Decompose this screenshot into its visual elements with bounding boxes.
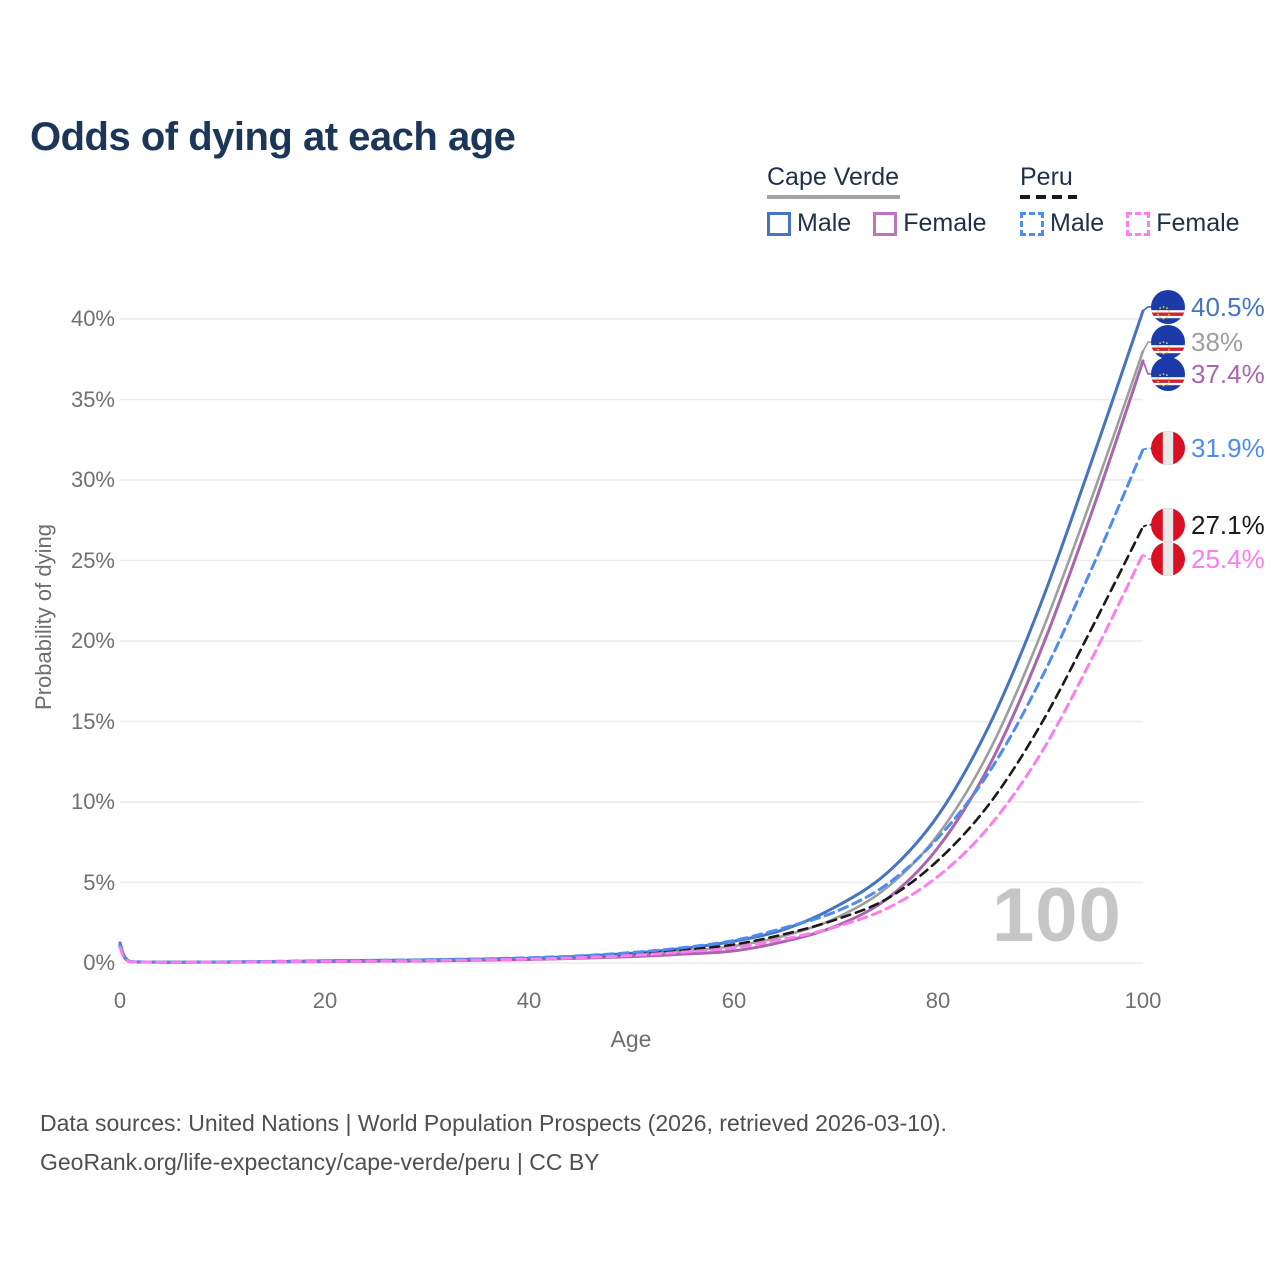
series-line-peru-both-sexes[interactable] [118, 525, 1145, 964]
y-tick-label: 15% [70, 709, 115, 734]
legend-underline-dashed-icon [1020, 195, 1077, 199]
x-tick-label: 60 [721, 988, 747, 1013]
end-label-peru-both-sexes: 27.1% [1151, 508, 1265, 542]
legend-swatch-solid-purple-icon [873, 211, 898, 236]
legend-country-peru[interactable]: Peru [1020, 163, 1073, 191]
y-tick-label: 25% [70, 548, 115, 573]
series-line-cape-verde-female[interactable] [118, 359, 1145, 964]
end-label-value: 27.1% [1191, 509, 1265, 540]
x-tick-label: 80 [925, 988, 951, 1013]
peru-flag-icon [1151, 508, 1185, 542]
end-label-cape-verde-both-sexes: 38% [1151, 325, 1243, 359]
legend-item-peru-male[interactable]: Male [1020, 209, 1104, 238]
footer-source-line: Data sources: United Nations | World Pop… [40, 1110, 947, 1136]
end-label-peru-male: 31.9% [1151, 431, 1265, 465]
x-axis-title: Age [610, 1026, 652, 1052]
cape-verde-flag-icon [1151, 325, 1185, 359]
page-title: Odds of dying at each age [30, 114, 516, 159]
legend-group-peru: Peru Male Female [1020, 163, 1240, 238]
legend-item-cape-verde-male[interactable]: Male [767, 209, 851, 238]
y-tick-label: 40% [70, 306, 115, 331]
age-watermark: 100 [992, 873, 1122, 958]
legend-country-cape-verde[interactable]: Cape Verde [767, 163, 900, 191]
legend-item-label: Male [797, 209, 852, 237]
legend-swatch-solid-blue-icon [767, 211, 791, 236]
y-tick-label: 0% [83, 950, 115, 975]
end-label-value: 38% [1191, 326, 1244, 357]
peru-flag-icon [1151, 542, 1185, 576]
end-label-peru-female: 25.4% [1151, 542, 1265, 576]
legend-item-label: Female [903, 209, 987, 237]
footer-url-line: GeoRank.org/life-expectancy/cape-verde/p… [40, 1149, 600, 1175]
y-tick-label: 5% [83, 870, 115, 895]
legend-swatch-dashed-pink-icon [1126, 211, 1151, 236]
legend-item-cape-verde-female[interactable]: Female [873, 209, 987, 238]
legend-item-label: Female [1156, 209, 1240, 237]
y-tick-label: 30% [70, 467, 115, 492]
end-label-cape-verde-female: 37.4% [1151, 357, 1265, 391]
end-label-value: 40.5% [1191, 291, 1265, 322]
legend-underline-solid-icon [767, 195, 900, 199]
series-line-cape-verde-male[interactable] [118, 309, 1145, 964]
end-label-value: 31.9% [1191, 432, 1265, 463]
cape-verde-flag-icon [1151, 290, 1185, 324]
x-tick-label: 100 [1124, 988, 1162, 1013]
y-tick-label: 35% [70, 387, 115, 412]
x-tick-label: 0 [113, 988, 127, 1013]
x-tick-label: 20 [312, 988, 338, 1013]
series-line-cape-verde-both-sexes[interactable] [118, 349, 1145, 964]
peru-flag-icon [1151, 431, 1185, 465]
end-label-cape-verde-male: 40.5% [1151, 290, 1265, 324]
y-axis-title: Probability of dying [31, 524, 56, 710]
series-line-peru-female[interactable] [118, 552, 1145, 964]
y-tick-label: 20% [70, 628, 115, 653]
end-label-value: 25.4% [1191, 543, 1265, 574]
legend-item-peru-female[interactable]: Female [1126, 209, 1240, 238]
footer: Data sources: United Nations | World Pop… [40, 1104, 1240, 1182]
y-tick-label: 10% [70, 789, 115, 814]
legend-item-label: Male [1050, 209, 1105, 237]
x-tick-label: 40 [516, 988, 542, 1013]
end-label-value: 37.4% [1191, 358, 1265, 389]
cape-verde-flag-icon [1151, 357, 1185, 391]
series-line-peru-male[interactable] [118, 447, 1145, 964]
legend-swatch-dashed-blue-icon [1020, 211, 1044, 236]
legend-group-cape-verde: Cape Verde Male Female [767, 163, 987, 238]
